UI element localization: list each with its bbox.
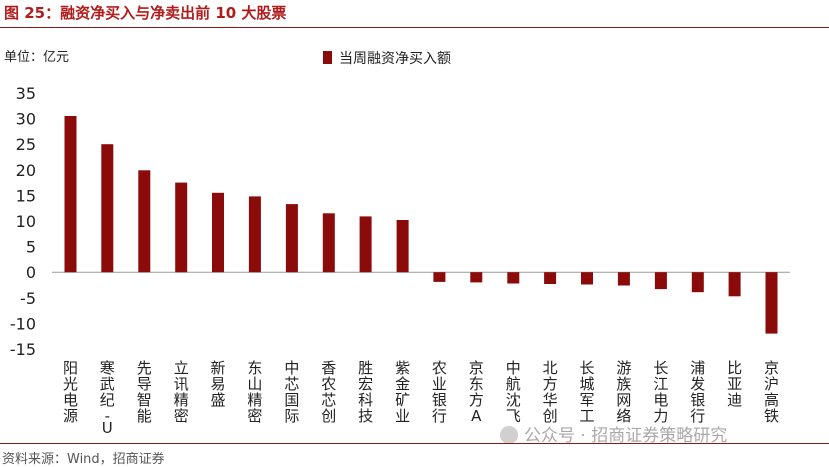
unit-label: 单位：亿元: [4, 50, 70, 65]
x-tick-label: 中芯国际: [284, 359, 299, 425]
y-tick-label: 25: [16, 135, 36, 154]
x-tick-label: 中航沈飞: [506, 359, 521, 425]
bar: [433, 272, 446, 282]
watermark-text: 公众号 · 招商证券策略研究: [524, 426, 728, 446]
legend-swatch: [323, 51, 332, 64]
x-tick-label: 香农芯创: [321, 359, 336, 425]
source-note: 资料来源：Wind，招商证券: [2, 452, 165, 467]
x-tick-label: 胜宏科技: [358, 359, 373, 425]
x-tick-label: 阳光电源: [63, 359, 78, 425]
x-tick-label: 长江电力: [653, 359, 668, 425]
bar: [581, 272, 593, 285]
title-divider: [0, 27, 829, 28]
x-tick-label: 京沪高铁: [764, 359, 779, 425]
y-tick-label: 15: [16, 186, 36, 205]
x-tick-label: 农业银行: [432, 359, 447, 425]
bar: [507, 272, 520, 284]
bar: [470, 272, 483, 283]
y-axis: -15 -10 -5 0 5 10 15 20 25 30 35: [10, 84, 790, 359]
y-tick-label: 5: [26, 238, 36, 257]
y-tick-label: -15: [10, 340, 36, 359]
legend-label: 当周融资净买入额: [339, 51, 451, 67]
x-tick-label: 寒武纪-U: [100, 359, 115, 437]
bar: [138, 170, 151, 273]
bar: [691, 272, 704, 293]
y-tick-label: 20: [16, 161, 36, 180]
y-tick-label: 0: [26, 263, 36, 282]
x-tick-label: 比亚迪: [727, 359, 742, 409]
bar: [285, 204, 298, 273]
x-tick-label: 紫金矿业: [395, 359, 410, 425]
bar: [617, 272, 630, 286]
x-tick-label: 游族网络: [616, 359, 631, 425]
chart-title: 图 25：融资净买入与净卖出前 10 大股票: [4, 4, 287, 22]
x-tick-label: 新易盛: [210, 359, 225, 409]
source-divider: [0, 443, 829, 444]
bar: [64, 116, 77, 273]
x-tick-label: 东山精密: [247, 359, 262, 425]
y-tick-label: -10: [10, 314, 36, 333]
bar: [728, 272, 741, 297]
y-tick-label: -5: [20, 289, 36, 308]
x-tick-label: 长城军工: [579, 359, 594, 425]
bar: [101, 144, 114, 273]
bars: [64, 116, 778, 334]
x-tick-label: 立讯精密: [174, 359, 189, 425]
bar: [765, 272, 778, 334]
bar: [322, 213, 335, 273]
bar: [212, 192, 224, 273]
wechat-icon: [500, 426, 518, 444]
bar: [248, 196, 261, 273]
bar: [544, 272, 557, 284]
bar: [654, 272, 667, 290]
y-tick-label: 10: [16, 212, 36, 231]
y-tick-label: 35: [16, 84, 36, 103]
x-axis-labels: 阳光电源 寒武纪-U 先导智能 立讯精密 新易盛 东山精密 中芯国际 香农芯创 胜宏科技 紫金矿业…: [63, 359, 779, 437]
x-tick-label: 京东方 A: [469, 359, 484, 425]
legend: 当周融资净买入额: [323, 51, 451, 67]
bar: [359, 216, 372, 273]
y-tick-label: 30: [16, 110, 36, 129]
watermark: 公众号 · 招商证券策略研究: [500, 421, 727, 446]
x-tick-label: 浦发银行: [690, 359, 705, 425]
bar: [396, 220, 409, 273]
x-tick-label: 北方华创: [543, 359, 558, 425]
bar: [175, 182, 188, 273]
x-tick-label: 先导智能: [137, 359, 152, 425]
bar-chart: 当周融资净买入额 -15 -10 -5 0 5 10 15 20 25 30 35 阳光电源 寒武纪-…: [10, 51, 790, 437]
